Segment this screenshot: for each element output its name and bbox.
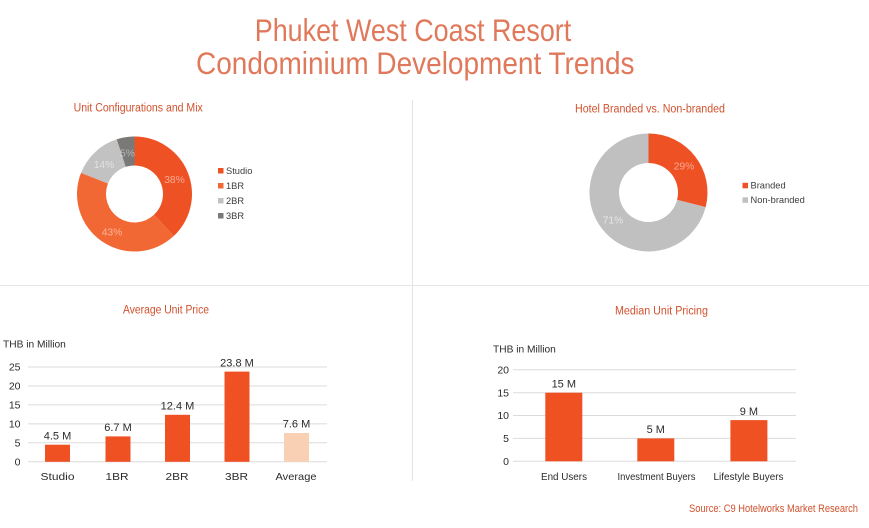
svg-text:15: 15 (9, 400, 21, 412)
svg-text:5: 5 (15, 438, 21, 450)
svg-text:0: 0 (503, 456, 509, 468)
svg-text:Hotel Branded vs. Non-branded: Hotel Branded vs. Non-branded (575, 103, 725, 115)
svg-text:THB in Million: THB in Million (493, 344, 556, 355)
svg-text:0: 0 (15, 457, 21, 469)
svg-text:Condominium Development Trends: Condominium Development Trends (196, 45, 635, 81)
svg-text:25: 25 (9, 362, 21, 374)
svg-text:6.7 M: 6.7 M (104, 422, 132, 434)
svg-text:THB in Million: THB in Million (3, 339, 66, 350)
svg-text:2BR: 2BR (166, 471, 189, 483)
svg-text:Branded: Branded (751, 181, 786, 191)
svg-text:15: 15 (497, 387, 509, 399)
svg-text:5%: 5% (120, 149, 135, 160)
svg-text:Source: C9 Hotelworks Market R: Source: C9 Hotelworks Market Research (689, 503, 858, 515)
svg-text:Lifestyle Buyers: Lifestyle Buyers (714, 471, 784, 483)
svg-text:29%: 29% (674, 162, 695, 173)
svg-text:End Users: End Users (541, 471, 587, 483)
svg-text:12.4 M: 12.4 M (161, 401, 195, 413)
svg-text:2BR: 2BR (226, 196, 244, 206)
svg-text:3BR: 3BR (225, 471, 248, 483)
svg-text:43%: 43% (102, 228, 123, 239)
svg-text:23.8 M: 23.8 M (220, 357, 254, 369)
svg-text:Unit Configurations and Mix: Unit Configurations and Mix (74, 102, 203, 114)
svg-text:10: 10 (497, 410, 509, 422)
svg-text:71%: 71% (603, 215, 624, 226)
svg-text:9 M: 9 M (740, 406, 758, 418)
svg-text:4.5 M: 4.5 M (44, 430, 72, 442)
svg-text:1BR: 1BR (226, 181, 244, 191)
svg-text:5 M: 5 M (647, 424, 665, 436)
svg-text:15 M: 15 M (552, 378, 576, 390)
svg-text:1BR: 1BR (106, 471, 129, 483)
svg-text:Median Unit Pricing: Median Unit Pricing (615, 305, 708, 317)
svg-text:Phuket West Coast Resort: Phuket West Coast Resort (255, 12, 572, 48)
svg-text:20: 20 (9, 381, 21, 393)
svg-text:Average: Average (276, 471, 317, 483)
svg-text:Non-branded: Non-branded (751, 195, 805, 205)
svg-text:Investment Buyers: Investment Buyers (618, 471, 696, 483)
svg-text:3BR: 3BR (226, 211, 244, 221)
svg-text:Average Unit Price: Average Unit Price (123, 304, 209, 316)
svg-text:Studio: Studio (41, 471, 75, 483)
svg-text:7.6 M: 7.6 M (283, 419, 311, 431)
svg-text:Studio: Studio (226, 166, 252, 176)
svg-text:5: 5 (503, 433, 509, 445)
svg-text:38%: 38% (164, 175, 185, 186)
svg-text:10: 10 (9, 419, 21, 431)
svg-text:14%: 14% (94, 160, 115, 171)
svg-text:20: 20 (497, 365, 509, 377)
